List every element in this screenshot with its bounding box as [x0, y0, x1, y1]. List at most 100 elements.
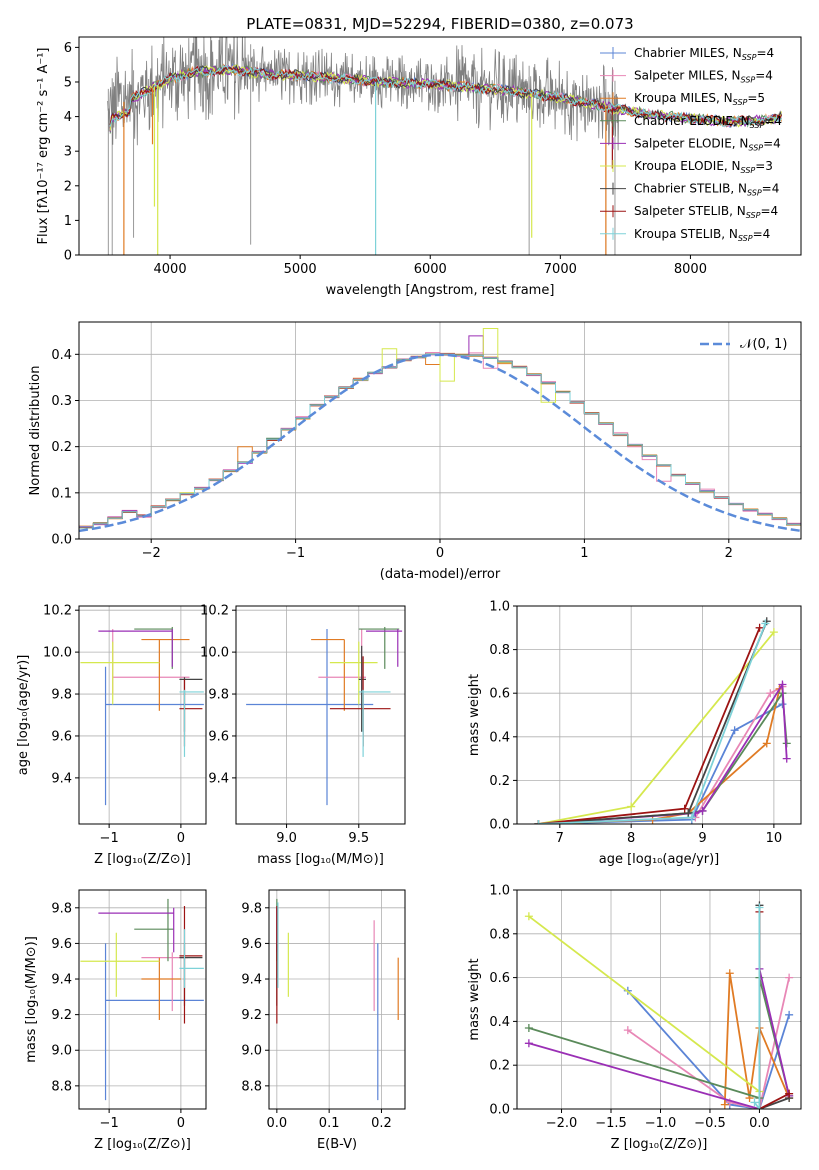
weight-point-marker	[755, 1105, 764, 1109]
y-tick-label: 0.3	[51, 394, 72, 409]
ebv-vs-mass-panel: 0.0 0.1 0.2 8.8 9.0 9.2 9.4 9.6 9.8 E(B-V)	[241, 889, 406, 1152]
y-tick-label: 10.2	[200, 604, 229, 619]
z-vs-age-panel: −1 0 9.4 9.6 9.8 10.0 10.2 Z [log₁₀(Z/Z⊙)] age […	[16, 604, 207, 867]
y-tick-label: 9.6	[208, 729, 229, 744]
legend-label: Kroupa STELIB, NSSP=4	[634, 227, 770, 243]
y-tick-label: 0.6	[489, 971, 510, 986]
weight-point-marker	[766, 689, 775, 698]
x-axis-label: E(B-V)	[317, 1137, 357, 1152]
x-tick-label: 10	[766, 831, 783, 846]
weight-series-line	[753, 907, 761, 1109]
weight-series-line	[538, 681, 788, 824]
plot-area	[107, 37, 782, 255]
y-tick-label: 0.0	[51, 533, 72, 548]
y-tick-label: 9.8	[241, 901, 262, 916]
y-tick-label: 0.2	[489, 774, 510, 789]
y-tick-label: 9.8	[208, 688, 229, 703]
y-axis-label: mass weight	[467, 674, 482, 756]
plot-area	[246, 626, 403, 806]
y-tick-label: 1.0	[489, 600, 510, 615]
y-tick-label: 9.6	[241, 937, 262, 952]
y-tick-label: 10.0	[43, 646, 72, 661]
axes-frame	[516, 889, 802, 1110]
plot-area	[80, 898, 204, 1101]
y-tick-label: 0.0	[489, 818, 510, 833]
weight-point-marker	[684, 809, 693, 818]
plot-area	[524, 901, 794, 1109]
y-tick-label: 0.1	[51, 486, 72, 501]
y-tick-label: 0.0	[489, 1103, 510, 1118]
x-tick-label: −1	[100, 831, 119, 846]
model-spectrum-line	[109, 64, 782, 127]
x-tick-label: 2	[725, 546, 733, 561]
y-tick-label: 5	[64, 75, 72, 90]
y-tick-label: 8.8	[51, 1079, 72, 1094]
x-axis-label: Z [log₁₀(Z/Z⊙)]	[611, 1137, 708, 1152]
x-axis-label: Z [log₁₀(Z/Z⊙)]	[94, 1137, 191, 1152]
x-tick-label: 6000	[414, 262, 447, 277]
y-tick-label: 0.8	[489, 643, 510, 658]
y-axis-label: Flux [fλ10⁻¹⁷ erg cm⁻² s⁻¹ A⁻¹]	[36, 48, 51, 245]
weight-point-marker	[524, 1023, 533, 1032]
x-tick-label: −1.5	[595, 1116, 627, 1131]
x-tick-label: 8000	[674, 262, 707, 277]
x-tick-label: 0	[177, 1116, 185, 1131]
x-tick-label: 7000	[544, 262, 577, 277]
weight-point-marker	[755, 623, 764, 632]
weight-point-marker	[755, 903, 764, 912]
weight-point-marker	[762, 739, 771, 748]
mass-vs-age-panel: 9.0 9.5 9.4 9.6 9.8 10.0 10.2 mass [log₁₀(M/M⊙)…	[200, 604, 406, 867]
weight-point-marker	[720, 1100, 729, 1109]
weight-point-marker	[750, 1098, 759, 1107]
x-tick-label: −1	[286, 546, 305, 561]
legend-label: Salpeter STELIB, NSSP=4	[634, 204, 778, 220]
weight-series-line	[528, 915, 760, 1093]
weight-series-line	[538, 685, 783, 824]
x-tick-label: 0	[177, 831, 185, 846]
x-tick-label: 0	[436, 546, 444, 561]
y-tick-label: 3	[64, 145, 72, 160]
y-tick-label: 10.0	[200, 646, 229, 661]
legend-label: Kroupa ELODIE, NSSP=3	[634, 159, 773, 175]
y-tick-label: 0.8	[489, 927, 510, 942]
y-tick-label: 9.0	[241, 1044, 262, 1059]
y-tick-label: 0	[64, 249, 72, 264]
weight-point-marker	[785, 973, 794, 982]
x-tick-label: −0.5	[694, 1116, 726, 1131]
x-tick-label: 0.2	[371, 1116, 392, 1131]
y-tick-label: 0.6	[489, 687, 510, 702]
x-tick-label: 1	[580, 546, 588, 561]
y-tick-label: 9.4	[51, 771, 72, 786]
weight-series-line	[538, 688, 781, 824]
gaussian-curve	[79, 353, 801, 533]
y-tick-label: 9.6	[51, 729, 72, 744]
y-tick-label: 9.8	[51, 688, 72, 703]
residual-histogram-panel: −2 −1 0 1 2 0.0 0.1 0.2 0.3 0.4 (data-model)/error…	[28, 321, 802, 582]
weight-point-marker	[785, 1089, 794, 1098]
weight-point-marker	[778, 680, 787, 689]
legend-label: Salpeter MILES, NSSP=4	[634, 69, 773, 85]
weight-point-marker	[680, 804, 689, 813]
x-tick-label: 7	[556, 831, 564, 846]
weight-point-marker	[524, 1039, 533, 1048]
legend-label: Chabrier STELIB, NSSP=4	[634, 182, 779, 198]
y-tick-label: 9.8	[51, 901, 72, 916]
weight-series-line	[627, 990, 790, 1109]
y-tick-label: 0.2	[51, 440, 72, 455]
y-tick-label: 4	[64, 110, 72, 125]
x-axis-label: Z [log₁₀(Z/Z⊙)]	[94, 852, 191, 867]
figure-title: PLATE=0831, MJD=52294, FIBERID=0380, z=0…	[246, 15, 633, 33]
y-tick-label: 9.2	[241, 1008, 262, 1023]
spectrum-panel: 4000 5000 6000 7000 8000 0 1 2 3 4 5 6 wavelength [A…	[36, 36, 802, 298]
weight-point-marker	[524, 912, 533, 921]
x-tick-label: 0.1	[319, 1116, 340, 1131]
axes-frame	[516, 605, 802, 825]
axes-frame	[78, 36, 802, 256]
plot-area	[79, 328, 801, 533]
y-tick-label: 1.0	[489, 884, 510, 899]
weight-point-marker	[623, 1026, 632, 1035]
x-axis-label: (data-model)/error	[380, 567, 501, 582]
x-tick-label: 8	[627, 831, 635, 846]
legend-label: Salpeter ELODIE, NSSP=4	[634, 136, 781, 152]
x-tick-label: 9.5	[348, 831, 369, 846]
